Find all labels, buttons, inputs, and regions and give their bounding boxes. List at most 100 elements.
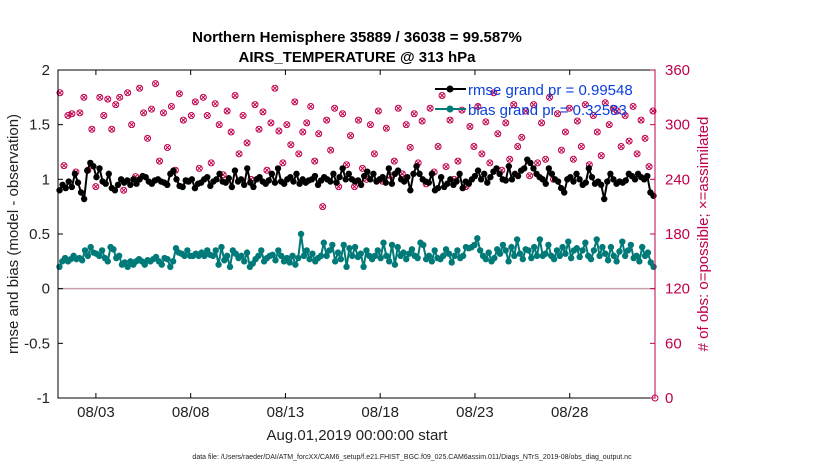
obs-possible-point: [223, 107, 231, 115]
rmse-point: [173, 176, 180, 183]
obs-possible-point: [104, 95, 112, 103]
obs-assimilated-point: [208, 160, 214, 166]
obs-assimilated-point: [558, 147, 565, 153]
bias-point: [255, 252, 262, 260]
bias-point: [602, 250, 609, 257]
obs-assimilated-point: [188, 112, 195, 119]
obs-possible-point: [315, 130, 323, 138]
obs-possible-point: [482, 118, 490, 126]
obs-assimilated-point: [618, 143, 624, 150]
bias-point: [607, 243, 615, 251]
obs-possible-point: [88, 125, 96, 133]
obs-possible-point: [466, 122, 474, 130]
obs-assimilated-point: [419, 118, 425, 124]
bias-point: [158, 261, 165, 268]
obs-assimilated-point: [196, 165, 203, 172]
obs-possible-point: [597, 152, 605, 160]
bias-point: [633, 252, 640, 260]
obs-assimilated-point: [180, 117, 187, 123]
x-tick-label: 08/08: [172, 404, 210, 421]
obs-assimilated-point: [136, 85, 143, 91]
obs-possible-point: [179, 116, 187, 124]
bias-point: [621, 252, 629, 260]
bias-point: [525, 247, 532, 254]
obs-assimilated-point: [339, 110, 346, 117]
rmse-point: [410, 170, 417, 178]
obs-possible-point: [625, 137, 633, 145]
bias-series: [56, 230, 657, 270]
y-tick-label-left: 0.5: [29, 226, 50, 243]
obs-assimilated-point: [407, 144, 413, 151]
obs-possible-point: [327, 146, 335, 154]
obs-possible-point: [175, 90, 183, 98]
obs-assimilated-point: [602, 100, 609, 106]
obs-possible-point: [629, 102, 637, 110]
obs-assimilated-point: [288, 141, 294, 148]
obs-possible-point: [279, 159, 287, 167]
bias-point: [604, 257, 612, 264]
x-tick-label: 08/28: [551, 404, 589, 421]
obs-possible-point: [518, 133, 526, 141]
obs-possible-point: [601, 99, 609, 107]
rmse-point: [111, 187, 119, 194]
rmse-point: [170, 167, 177, 174]
obs-possible-point: [402, 121, 410, 129]
bias-point: [502, 247, 509, 254]
bias-point: [303, 247, 310, 254]
bias-point: [380, 239, 387, 246]
bias-point: [616, 248, 623, 255]
rmse-point: [585, 165, 593, 172]
rmse-point: [250, 183, 257, 191]
bias-point: [545, 241, 552, 249]
rmse-point: [481, 170, 488, 178]
rmse-point: [84, 167, 91, 174]
obs-assimilated-point: [483, 119, 489, 125]
obs-possible-point: [514, 143, 522, 151]
rmse-point: [471, 172, 479, 180]
obs-assimilated-point: [530, 101, 537, 108]
obs-assimilated-point: [447, 117, 453, 123]
bias-point: [374, 247, 382, 254]
rmse-point: [345, 170, 353, 178]
bias-point: [576, 253, 583, 261]
rmse-point: [622, 177, 629, 184]
bias-point: [388, 241, 396, 249]
bias-point: [565, 238, 572, 245]
obs-possible-point: [163, 143, 171, 151]
obs-possible-point: [144, 134, 152, 142]
bias-point: [241, 258, 248, 265]
y-tick-label-left: 2: [42, 62, 50, 79]
obs-assimilated-point: [562, 129, 569, 135]
obs-assimilated-point: [522, 108, 529, 114]
obs-possible-point: [446, 116, 454, 124]
bias-point: [482, 255, 490, 263]
obs-assimilated-point: [272, 85, 278, 91]
rmse-point: [644, 172, 651, 180]
bias-point: [306, 255, 313, 263]
rmse-point: [650, 192, 657, 199]
rmse-point: [93, 173, 100, 181]
obs-possible-point: [231, 92, 239, 100]
obs-assimilated-point: [236, 151, 242, 157]
y-axis-label-right: # of obs: o=possible; ×=assimilated: [695, 117, 712, 352]
obs-assimilated-point: [590, 112, 597, 119]
obs-assimilated-point: [495, 131, 501, 137]
obs-possible-point: [494, 130, 502, 138]
obs-possible-point: [275, 127, 283, 135]
bias-point: [639, 243, 646, 251]
obs-assimilated-point: [108, 126, 115, 132]
obs-assimilated-point: [160, 110, 167, 116]
obs-assimilated-point: [642, 135, 648, 142]
obs-assimilated-point: [323, 117, 330, 123]
rmse-point: [90, 163, 97, 170]
obs-assimilated-point: [375, 108, 382, 114]
obs-possible-point: [374, 107, 382, 115]
obs-possible-point: [506, 155, 514, 163]
bias-point: [505, 258, 512, 265]
bias-point: [593, 236, 600, 243]
obs-assimilated-point: [97, 94, 103, 101]
x-tick-label: 08/23: [456, 404, 494, 421]
bias-point: [553, 247, 561, 254]
obs-assimilated-point: [104, 96, 111, 102]
bias-point: [201, 252, 208, 260]
